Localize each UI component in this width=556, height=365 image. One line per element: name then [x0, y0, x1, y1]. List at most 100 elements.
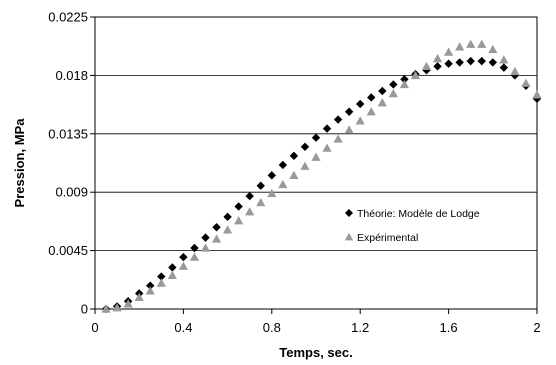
- data-point-theorie: [146, 281, 155, 290]
- y-tick-label: 0.0045: [48, 243, 88, 258]
- legend-label-experimental: Expérimental: [357, 232, 418, 244]
- data-point-theorie: [367, 93, 376, 102]
- legend-marker-theorie: [345, 209, 353, 217]
- data-point-theorie: [389, 80, 398, 89]
- data-point-experimental: [466, 39, 476, 48]
- data-point-theorie: [322, 124, 332, 133]
- x-tick-label: 0.4: [174, 320, 192, 335]
- data-point-experimental: [355, 116, 365, 125]
- data-point-experimental: [256, 197, 266, 207]
- data-point-theorie: [400, 75, 409, 84]
- data-point-experimental: [211, 234, 222, 243]
- data-point-experimental: [444, 47, 454, 56]
- data-point-experimental: [223, 225, 233, 234]
- y-tick-label: 0.0225: [48, 10, 88, 25]
- data-point-theorie: [223, 212, 232, 222]
- y-axis-title: Pression, MPa: [12, 118, 27, 208]
- legend-marker-experimental: [344, 232, 354, 241]
- data-point-theorie: [455, 58, 464, 67]
- x-axis-ticks: 0 0.4 0.8 1.2 1.6 2: [91, 309, 541, 335]
- data-point-experimental: [311, 152, 321, 161]
- data-point-theorie: [168, 263, 177, 272]
- y-tick-label: 0.0135: [48, 126, 88, 141]
- data-point-experimental: [399, 79, 409, 89]
- data-point-theorie: [444, 59, 453, 68]
- data-point-experimental: [344, 125, 354, 134]
- data-point-experimental: [167, 270, 177, 279]
- legend: Théorie: Modèle de Lodge Expérimental: [344, 208, 480, 244]
- data-point-theorie: [190, 243, 199, 253]
- data-point-theorie: [267, 171, 276, 180]
- data-point-theorie: [466, 56, 475, 66]
- grid-lines: [95, 75, 537, 252]
- data-point-experimental: [112, 303, 122, 312]
- data-point-experimental: [245, 207, 255, 216]
- data-point-experimental: [521, 78, 531, 87]
- data-point-experimental: [300, 161, 310, 170]
- y-axis-ticks: 0 0.0045 0.009 0.0135 0.018 0.0225: [48, 10, 95, 317]
- x-tick-label: 0.8: [263, 320, 281, 335]
- data-point-experimental: [377, 98, 387, 107]
- data-point-experimental: [455, 42, 465, 51]
- data-point-experimental: [156, 278, 166, 287]
- data-point-experimental: [123, 299, 133, 308]
- data-point-experimental: [532, 90, 542, 99]
- legend-label-theorie: Théorie: Modèle de Lodge: [357, 208, 480, 220]
- data-point-theorie: [488, 58, 497, 67]
- data-point-theorie: [179, 252, 188, 262]
- legend-item-theorie: Théorie: Modèle de Lodge: [345, 208, 480, 220]
- x-tick-label: 1.6: [440, 320, 458, 335]
- x-tick-label: 0: [91, 320, 98, 335]
- data-point-experimental: [322, 143, 332, 152]
- data-point-theorie: [333, 115, 343, 124]
- data-point-theorie: [510, 71, 520, 80]
- data-point-experimental: [421, 61, 432, 70]
- data-point-theorie: [278, 160, 288, 170]
- y-tick-label: 0.009: [55, 185, 88, 200]
- data-point-experimental: [499, 55, 509, 64]
- series-theorie: [101, 56, 542, 314]
- data-point-theorie: [356, 99, 365, 109]
- data-point-theorie: [212, 223, 221, 232]
- plot-area: [94, 16, 538, 310]
- data-point-experimental: [189, 252, 200, 261]
- data-point-experimental: [488, 44, 498, 54]
- data-point-theorie: [378, 86, 387, 96]
- data-point-experimental: [234, 216, 244, 225]
- data-point-experimental: [366, 107, 376, 116]
- data-point-experimental: [477, 39, 487, 48]
- series-experimental: [101, 39, 542, 313]
- data-point-theorie: [344, 107, 354, 116]
- data-point-theorie: [201, 233, 210, 242]
- x-tick-label: 1.2: [351, 320, 369, 335]
- y-tick-label: 0.018: [55, 68, 88, 83]
- data-point-experimental: [101, 304, 111, 313]
- legend-item-experimental: Expérimental: [344, 232, 418, 244]
- data-point-experimental: [510, 66, 520, 76]
- data-point-experimental: [432, 53, 443, 63]
- data-point-experimental: [200, 243, 211, 252]
- data-point-experimental: [333, 134, 343, 143]
- data-point-theorie: [234, 202, 243, 211]
- data-point-experimental: [178, 261, 188, 270]
- data-point-experimental: [410, 70, 421, 80]
- data-point-experimental: [388, 88, 398, 98]
- y-tick-label: 0: [81, 302, 88, 317]
- data-point-theorie: [433, 62, 442, 71]
- data-point-theorie: [311, 133, 321, 142]
- data-point-experimental: [145, 286, 155, 295]
- data-point-theorie: [245, 191, 254, 201]
- data-point-theorie: [300, 142, 310, 151]
- data-point-theorie: [289, 151, 299, 161]
- data-point-experimental: [289, 170, 299, 180]
- data-point-theorie: [477, 56, 486, 66]
- data-point-theorie: [256, 181, 265, 190]
- data-point-experimental: [278, 179, 288, 189]
- data-point-theorie: [157, 272, 166, 281]
- x-tick-label: 2: [533, 320, 540, 335]
- data-point-theorie: [499, 63, 509, 72]
- x-axis-title: Temps, sec.: [279, 345, 352, 360]
- data-point-experimental: [134, 292, 144, 301]
- data-point-experimental: [267, 188, 277, 198]
